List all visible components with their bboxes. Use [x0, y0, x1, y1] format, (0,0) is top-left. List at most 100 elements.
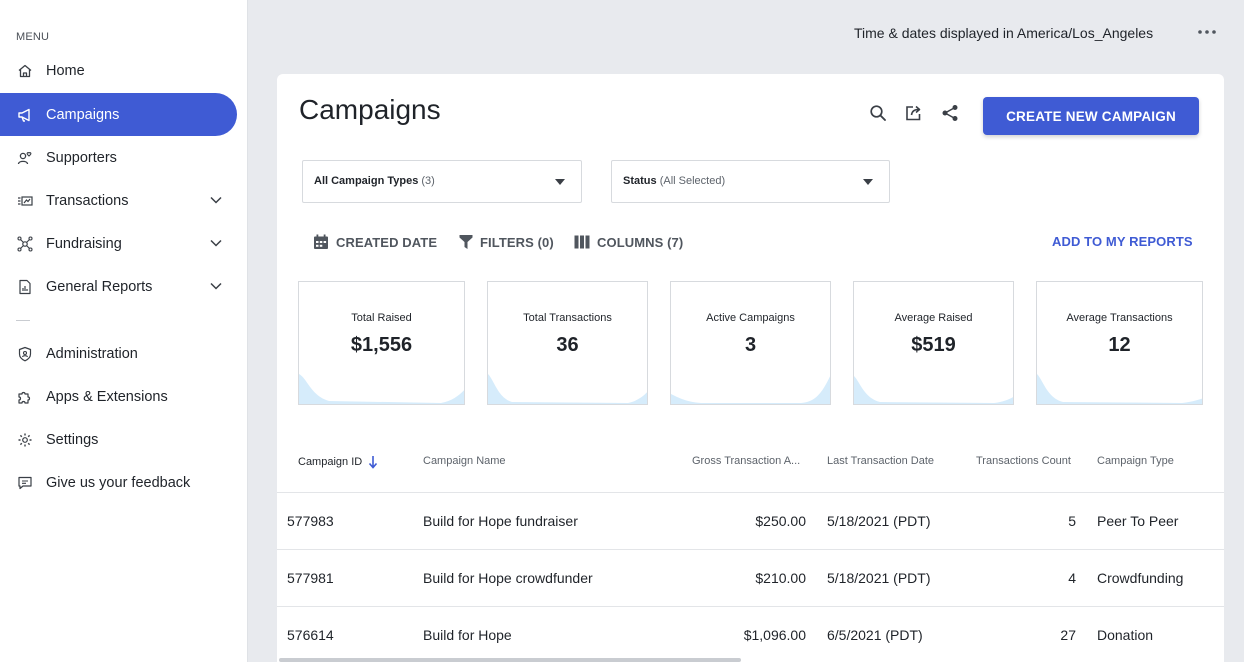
export-button[interactable]: [903, 102, 925, 124]
add-to-my-reports-link[interactable]: ADD TO MY REPORTS: [1052, 234, 1193, 249]
columns-label: COLUMNS (7): [597, 234, 684, 250]
supporters-icon: [16, 149, 33, 166]
chevron-down-icon: [210, 239, 222, 247]
stat-label: Average Transactions: [1066, 312, 1173, 324]
created-date-button[interactable]: CREATED DATE: [313, 232, 437, 252]
sparkline: [1037, 374, 1202, 404]
sparkline: [299, 374, 464, 404]
filters-label: FILTERS (0): [480, 234, 554, 250]
fundraising-icon: [16, 235, 33, 252]
sidebar-item-fundraising[interactable]: Fundraising: [0, 222, 237, 265]
cell-campaign-name: Build for Hope crowdfunder: [423, 570, 593, 586]
cell-last-transaction-date: 5/18/2021 (PDT): [827, 570, 931, 586]
sidebar-item-supporters[interactable]: Supporters: [0, 136, 237, 179]
sidebar-item-home[interactable]: Home: [0, 49, 237, 92]
sort-descending-icon: [369, 456, 378, 469]
cell-transactions-count: 4: [1068, 570, 1076, 586]
cell-gross-transaction: $250.00: [755, 513, 806, 529]
filter-icon: [459, 235, 473, 249]
stat-label: Active Campaigns: [706, 312, 795, 324]
cell-campaign-name: Build for Hope: [423, 627, 512, 643]
cell-last-transaction-date: 6/5/2021 (PDT): [827, 627, 923, 643]
horizontal-scrollbar[interactable]: [279, 658, 741, 662]
column-header-label: Campaign ID: [298, 456, 363, 468]
cell-campaign-type: Crowdfunding: [1097, 570, 1184, 586]
export-icon: [906, 105, 921, 121]
created-date-label: CREATED DATE: [336, 234, 438, 250]
search-button[interactable]: [867, 102, 889, 124]
create-new-campaign-button[interactable]: CREATE NEW CAMPAIGN: [983, 97, 1199, 135]
cell-campaign-type: Donation: [1097, 627, 1154, 643]
columns-button[interactable]: COLUMNS (7): [574, 232, 683, 252]
shield-icon: [16, 345, 33, 362]
sidebar-divider: [16, 320, 30, 321]
sparkline: [488, 374, 647, 404]
sparkline: [671, 376, 830, 404]
stat-value: 3: [744, 334, 757, 356]
stat-value: 36: [556, 334, 579, 356]
stat-card-total-transactions: Total Transactions 36: [487, 281, 648, 405]
campaign-types-label: All Campaign Types: [314, 175, 419, 187]
calendar-icon: [314, 234, 328, 249]
status-label: Status: [623, 175, 657, 187]
sidebar-item-general-reports[interactable]: General Reports: [0, 265, 237, 308]
more-options-button[interactable]: [1194, 22, 1220, 42]
stat-card-average-transactions: Average Transactions 12: [1036, 281, 1203, 405]
stat-label: Average Raised: [894, 312, 973, 324]
column-header-campaign-type[interactable]: Campaign Type: [1097, 455, 1174, 467]
table-row[interactable]: 577983 Build for Hope fundraiser $250.00…: [277, 492, 1224, 549]
cell-campaign-type: Peer To Peer: [1097, 513, 1179, 529]
cell-transactions-count: 27: [1060, 627, 1076, 643]
table-row[interactable]: 576614 Build for Hope $1,096.00 6/5/2021…: [277, 606, 1224, 662]
search-icon: [870, 105, 886, 121]
sidebar-item-administration[interactable]: Administration: [0, 332, 237, 375]
stat-value: 12: [1108, 334, 1131, 356]
sidebar-item-label: Settings: [46, 431, 99, 448]
campaign-types-select[interactable]: All Campaign Types (3): [302, 160, 582, 203]
sidebar-item-label: Campaigns: [46, 106, 120, 123]
megaphone-icon: [16, 106, 33, 123]
column-header-transactions-count[interactable]: Transactions Count: [976, 455, 1071, 467]
cell-gross-transaction: $210.00: [755, 570, 806, 586]
cell-campaign-id: 576614: [287, 627, 334, 643]
column-header-campaign-name[interactable]: Campaign Name: [423, 455, 506, 467]
feedback-icon: [16, 474, 33, 491]
cell-gross-transaction: $1,096.00: [743, 627, 806, 643]
cell-campaign-name: Build for Hope fundraiser: [423, 513, 578, 529]
table-row[interactable]: 577981 Build for Hope crowdfunder $210.0…: [277, 549, 1224, 606]
cell-transactions-count: 5: [1068, 513, 1076, 529]
chevron-down-icon: [210, 196, 222, 204]
campaigns-card: Campaigns CREATE NEW CAMPAIGN All Campai…: [277, 74, 1224, 662]
sidebar-item-settings[interactable]: Settings: [0, 418, 237, 461]
cell-campaign-id: 577983: [287, 513, 334, 529]
sparkline: [854, 376, 1013, 404]
sidebar-item-campaigns[interactable]: Campaigns: [0, 93, 237, 136]
chevron-down-icon: [210, 282, 222, 290]
stat-card-average-raised: Average Raised $519: [853, 281, 1014, 405]
status-select-text: Status (All Selected): [623, 175, 725, 187]
sidebar-item-transactions[interactable]: Transactions: [0, 179, 237, 222]
sidebar-item-label: Fundraising: [46, 235, 122, 252]
column-header-campaign-id[interactable]: Campaign ID: [298, 455, 378, 469]
status-select[interactable]: Status (All Selected): [611, 160, 890, 203]
columns-icon: [574, 235, 590, 249]
share-icon: [942, 105, 958, 121]
sidebar-item-feedback[interactable]: Give us your feedback: [0, 461, 237, 504]
column-header-last-transaction-date[interactable]: Last Transaction Date: [827, 455, 935, 467]
share-button[interactable]: [939, 102, 961, 124]
more-horizontal-icon: [1198, 30, 1216, 34]
sidebar-item-apps-extensions[interactable]: Apps & Extensions: [0, 375, 237, 418]
sidebar-item-label: Give us your feedback: [46, 474, 191, 491]
stat-value: $519: [911, 334, 956, 356]
column-header-gross-transaction[interactable]: Gross Transaction A...: [692, 455, 801, 467]
transactions-icon: [16, 192, 33, 209]
menu-caption: MENU: [16, 31, 50, 43]
caret-down-icon: [863, 179, 873, 185]
sidebar-item-label: Supporters: [46, 149, 117, 166]
gear-icon: [16, 431, 33, 448]
stat-value: $1,556: [350, 334, 413, 356]
sidebar-item-label: Apps & Extensions: [46, 388, 168, 405]
filters-button[interactable]: FILTERS (0): [459, 232, 554, 252]
cell-last-transaction-date: 5/18/2021 (PDT): [827, 513, 931, 529]
campaign-types-select-text: All Campaign Types (3): [314, 175, 435, 187]
